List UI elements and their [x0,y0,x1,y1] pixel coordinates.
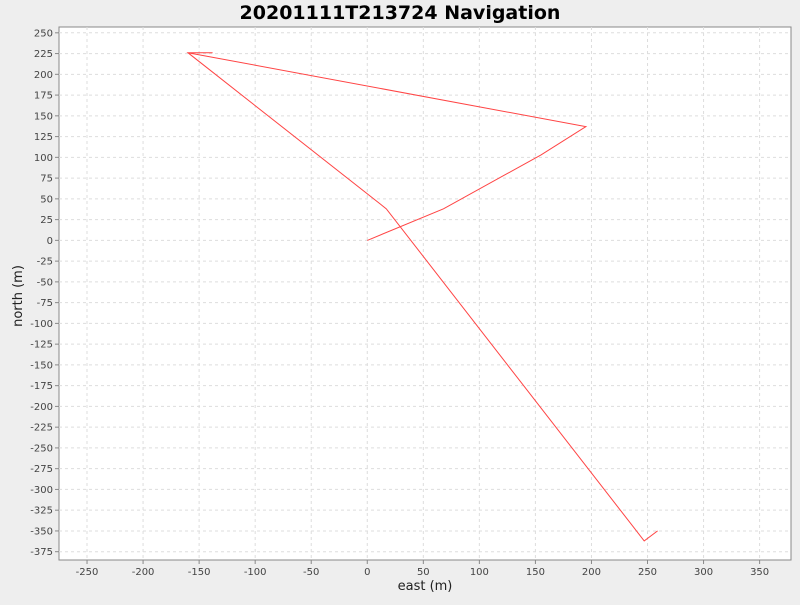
y-tick-label: -25 [37,257,53,268]
y-tick-label: 25 [40,215,53,226]
y-tick-label: -300 [30,485,53,496]
x-tick-label: 350 [750,567,769,578]
y-tick-label: 100 [34,153,53,164]
axes: -250 -200 -150 -100 -50 0 50 100 150 200 250 300 350… [30,28,769,578]
x-tick-label: 150 [526,567,545,578]
y-tick-label: 75 [40,174,53,185]
y-tick-label: 225 [34,49,53,60]
y-tick-label: 175 [34,91,53,102]
x-tick-label: 250 [638,567,657,578]
x-axis-label: east (m) [398,579,453,594]
y-tick-label: -250 [30,443,53,454]
y-tick-label: -275 [30,464,53,475]
y-tick-label: 0 [47,236,53,247]
y-tick-label: 150 [34,111,53,122]
y-tick-label: -125 [30,340,53,351]
y-tick-label: -375 [30,547,53,558]
y-tick-label: -200 [30,402,53,413]
y-tick-label: -100 [30,319,53,330]
x-tick-label: 100 [470,567,489,578]
x-tick-label: 50 [417,567,430,578]
y-tick-label: -325 [30,506,53,517]
y-tick-label: -50 [37,277,53,288]
y-tick-label: -75 [37,298,53,309]
x-tick-label: -200 [132,567,155,578]
series-layer [186,52,658,542]
grid-lines [59,27,791,560]
x-tick-label: -50 [303,567,319,578]
y-tick-label: -150 [30,360,53,371]
plot-area [58,26,792,561]
y-tick-label: 200 [34,70,53,81]
x-tick-label: 200 [582,567,601,578]
y-axis-label: north (m) [11,265,26,327]
chart-title: 20201111T213724 Navigation [240,2,561,24]
x-tick-label: -150 [188,567,211,578]
y-tick-label: 250 [34,28,53,39]
y-tick-label: 125 [34,132,53,143]
x-tick-label: 300 [694,567,713,578]
x-tick-label: -250 [76,567,99,578]
x-tick-label: 0 [364,567,370,578]
y-tick-label: -350 [30,526,53,537]
y-tick-label: 50 [40,194,53,205]
y-tick-label: -175 [30,381,53,392]
navigation-track-line [186,52,658,542]
y-tick-label: -225 [30,423,53,434]
x-tick-label: -100 [244,567,267,578]
